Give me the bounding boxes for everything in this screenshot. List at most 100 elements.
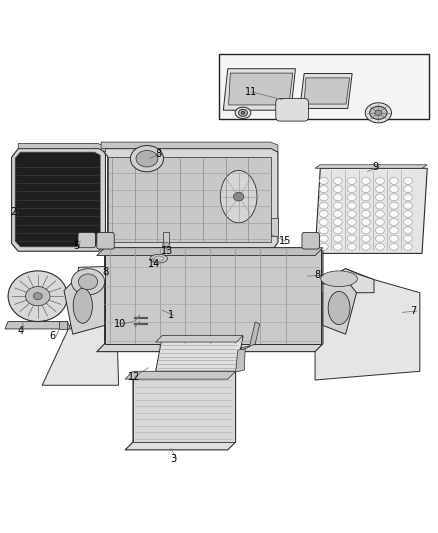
Ellipse shape [365, 103, 392, 123]
Bar [163, 232, 169, 244]
Text: 6: 6 [49, 332, 56, 341]
Text: 12: 12 [128, 372, 141, 382]
Text: 3: 3 [170, 454, 176, 464]
Ellipse shape [333, 244, 342, 251]
Text: 8: 8 [155, 149, 162, 159]
Ellipse shape [233, 192, 244, 201]
Text: 2: 2 [11, 207, 17, 217]
Ellipse shape [375, 219, 384, 225]
Ellipse shape [239, 109, 247, 116]
Bar [219, 54, 428, 119]
Ellipse shape [361, 235, 370, 242]
Ellipse shape [333, 219, 342, 225]
Text: 15: 15 [279, 236, 292, 246]
Ellipse shape [73, 288, 92, 323]
Polygon shape [15, 152, 100, 247]
FancyBboxPatch shape [276, 99, 308, 121]
Ellipse shape [389, 219, 398, 225]
Ellipse shape [347, 194, 356, 201]
Ellipse shape [404, 194, 412, 201]
Polygon shape [42, 310, 119, 385]
Text: 14: 14 [148, 260, 160, 269]
Ellipse shape [333, 235, 342, 242]
FancyBboxPatch shape [97, 232, 114, 249]
Polygon shape [236, 348, 245, 372]
Ellipse shape [404, 202, 412, 209]
Ellipse shape [375, 194, 384, 201]
Ellipse shape [319, 177, 328, 184]
Polygon shape [155, 336, 243, 372]
Text: 1: 1 [167, 310, 173, 320]
Ellipse shape [347, 244, 356, 251]
Polygon shape [315, 269, 374, 293]
Ellipse shape [333, 227, 342, 234]
Ellipse shape [319, 219, 328, 225]
Ellipse shape [404, 211, 412, 217]
Ellipse shape [347, 219, 356, 225]
Polygon shape [97, 248, 323, 256]
Ellipse shape [33, 293, 42, 300]
Ellipse shape [404, 244, 412, 251]
Ellipse shape [370, 106, 387, 119]
Ellipse shape [404, 235, 412, 242]
Ellipse shape [375, 110, 382, 116]
Polygon shape [155, 335, 243, 342]
Ellipse shape [321, 271, 357, 287]
Ellipse shape [361, 227, 370, 234]
Ellipse shape [333, 211, 342, 217]
Ellipse shape [389, 227, 398, 234]
Bar [59, 321, 67, 329]
Ellipse shape [389, 211, 398, 217]
Text: 11: 11 [245, 87, 258, 97]
Ellipse shape [361, 219, 370, 225]
Ellipse shape [347, 202, 356, 209]
Ellipse shape [333, 185, 342, 192]
Ellipse shape [361, 177, 370, 184]
Ellipse shape [319, 235, 328, 242]
Polygon shape [101, 149, 278, 251]
Ellipse shape [328, 292, 350, 325]
Ellipse shape [389, 235, 398, 242]
Ellipse shape [361, 194, 370, 201]
Text: 7: 7 [410, 306, 417, 316]
Text: 4: 4 [17, 326, 23, 336]
Text: 5: 5 [73, 240, 79, 251]
Ellipse shape [375, 185, 384, 192]
Polygon shape [315, 168, 427, 253]
Polygon shape [18, 143, 106, 152]
Ellipse shape [347, 185, 356, 192]
Polygon shape [223, 69, 295, 110]
Ellipse shape [347, 177, 356, 184]
Polygon shape [323, 282, 357, 334]
Ellipse shape [333, 202, 342, 209]
Polygon shape [304, 78, 350, 104]
Ellipse shape [235, 107, 251, 118]
FancyBboxPatch shape [78, 232, 95, 248]
Ellipse shape [220, 171, 257, 223]
Polygon shape [97, 248, 323, 352]
Ellipse shape [375, 202, 384, 209]
Ellipse shape [404, 219, 412, 225]
Polygon shape [125, 372, 236, 379]
Ellipse shape [347, 235, 356, 242]
Ellipse shape [389, 194, 398, 201]
Ellipse shape [78, 274, 98, 289]
Bar [271, 219, 279, 236]
Ellipse shape [375, 177, 384, 184]
Polygon shape [5, 321, 71, 329]
Ellipse shape [347, 211, 356, 217]
Polygon shape [240, 322, 260, 350]
Polygon shape [315, 269, 420, 380]
Bar [108, 157, 272, 243]
Ellipse shape [333, 194, 342, 201]
Ellipse shape [319, 202, 328, 209]
Ellipse shape [375, 235, 384, 242]
Ellipse shape [8, 271, 67, 321]
Text: 8: 8 [102, 266, 108, 277]
Ellipse shape [319, 227, 328, 234]
Ellipse shape [375, 227, 384, 234]
Ellipse shape [319, 194, 328, 201]
Ellipse shape [319, 211, 328, 217]
Ellipse shape [150, 254, 167, 263]
Ellipse shape [361, 185, 370, 192]
